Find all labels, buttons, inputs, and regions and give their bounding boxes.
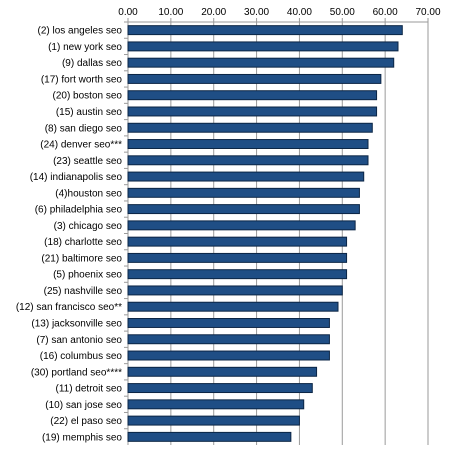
category-label: (6) philadelphia seo [35, 205, 123, 216]
bar [127, 415, 300, 426]
category-label: (9) dallas seo [62, 58, 122, 69]
bar [127, 155, 369, 166]
category-label: (18) charlotte seo [44, 237, 122, 248]
bar [127, 366, 318, 377]
bar [127, 431, 292, 442]
x-tick-label: 60.00 [373, 7, 398, 18]
x-tick-label: 40.00 [287, 7, 312, 18]
bar [127, 285, 343, 296]
x-tick-label: 30.00 [244, 7, 269, 18]
x-tick-label: 70.00 [415, 7, 440, 18]
category-label: (7) san antonio seo [36, 335, 122, 346]
bar [127, 334, 330, 345]
x-tick-label: 20.00 [201, 7, 226, 18]
bar [127, 269, 348, 280]
bar [127, 252, 348, 263]
category-label: (12) san francisco seo** [16, 302, 122, 313]
x-tick-label: 50.00 [330, 7, 355, 18]
bar [127, 318, 330, 328]
bar [127, 122, 373, 133]
category-label: (14) indianapolis seo [30, 172, 123, 183]
bar [127, 25, 403, 36]
bar [127, 236, 348, 247]
x-tick-label: 10.00 [158, 7, 183, 18]
category-label: (22) el paso seo [50, 416, 122, 427]
category-label: (11) detroit seo [55, 384, 122, 395]
bar [127, 383, 313, 394]
bar [127, 41, 399, 52]
category-label: (1) new york seo [48, 42, 122, 53]
x-tick-label: 0.00 [118, 7, 138, 18]
category-label: (8) san diego seo [45, 123, 123, 134]
category-label: (30) portland seo**** [31, 367, 122, 378]
category-label: (5) phoenix seo [53, 270, 122, 281]
category-label: (3) chicago seo [54, 221, 123, 232]
category-label: (16) columbus seo [40, 351, 123, 362]
category-label: (25) nashville seo [44, 286, 123, 297]
category-label: (17) fort worth seo [41, 74, 123, 85]
category-label: (15) austin seo [56, 107, 123, 118]
bar [127, 350, 330, 361]
category-label: (10) san jose seo [45, 400, 122, 411]
bar [127, 73, 382, 84]
bar [127, 187, 360, 198]
category-label: (20) boston seo [53, 91, 123, 102]
category-label: (24) denver seo*** [40, 140, 122, 151]
category-label: (19) memphis seo [42, 432, 122, 443]
category-label: (13) jacksonville seo [31, 318, 122, 329]
bar [127, 301, 339, 312]
category-label: (2) los angeles seo [38, 26, 123, 37]
bar [127, 106, 378, 117]
category-label: (21) baltimore seo [41, 253, 122, 264]
bar [127, 220, 356, 231]
bar [127, 90, 378, 101]
bar [127, 57, 395, 68]
bar [127, 204, 360, 215]
category-label: (23) seattle seo [53, 156, 122, 167]
category-label: (4)houston seo [55, 188, 122, 199]
bar [127, 139, 369, 149]
bar [127, 399, 305, 410]
bar [127, 171, 365, 182]
